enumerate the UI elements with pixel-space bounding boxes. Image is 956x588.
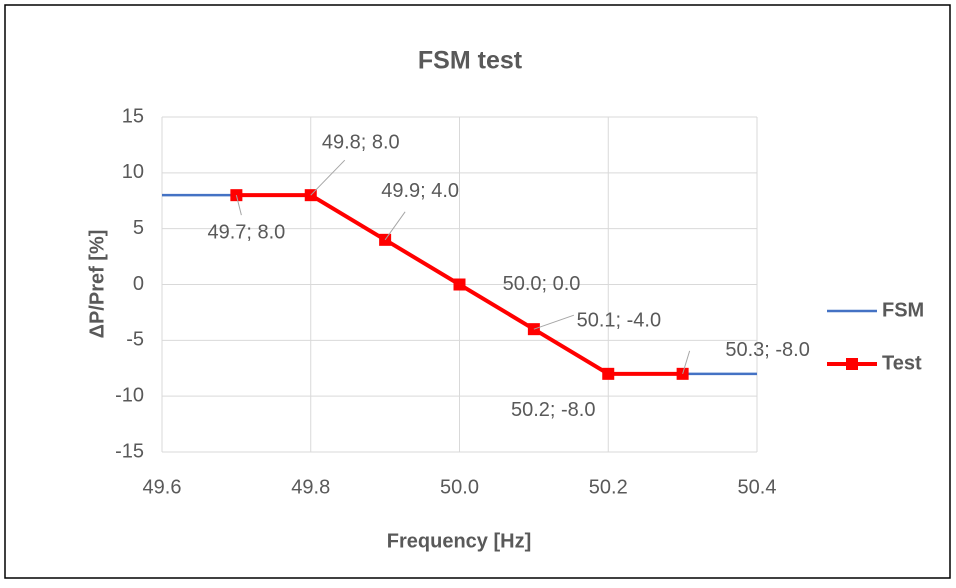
y-tick-label: 5 — [133, 217, 144, 239]
leader-line — [235, 195, 242, 216]
data-label: 49.9; 4.0 — [381, 180, 459, 202]
x-tick-label: 50.4 — [738, 476, 777, 498]
chart-title: FSM test — [418, 47, 523, 75]
y-tick-label: -15 — [115, 440, 144, 462]
y-tick-label: -10 — [115, 384, 144, 406]
legend-marker — [846, 358, 858, 370]
data-label: 49.7; 8.0 — [207, 221, 285, 243]
x-tick-label: 49.8 — [291, 476, 330, 498]
data-label: 50.1; -4.0 — [577, 309, 662, 331]
data-label: 49.8; 8.0 — [322, 131, 400, 153]
x-tick-label: 50.0 — [440, 476, 479, 498]
y-tick-label: 10 — [122, 161, 144, 183]
leader-line — [682, 350, 691, 374]
leader-line — [533, 314, 575, 330]
marker — [602, 367, 615, 380]
x-tick-label: 50.2 — [589, 476, 628, 498]
legend-label: FSM — [882, 299, 924, 321]
marker — [453, 278, 466, 291]
data-label: 50.2; -8.0 — [511, 399, 596, 421]
y-axis-label: ΔP/Pref [%] — [86, 230, 108, 339]
y-tick-label: 15 — [122, 105, 144, 127]
x-tick-label: 49.6 — [143, 476, 182, 498]
leader-line — [310, 159, 346, 196]
data-label: 50.0; 0.0 — [503, 273, 581, 295]
leader-line — [384, 211, 406, 241]
x-axis-label: Frequency [Hz] — [387, 530, 531, 552]
legend-label: Test — [882, 352, 922, 374]
y-tick-label: -5 — [126, 329, 144, 351]
data-label: 50.3; -8.0 — [725, 339, 810, 361]
y-tick-label: 0 — [133, 273, 144, 295]
